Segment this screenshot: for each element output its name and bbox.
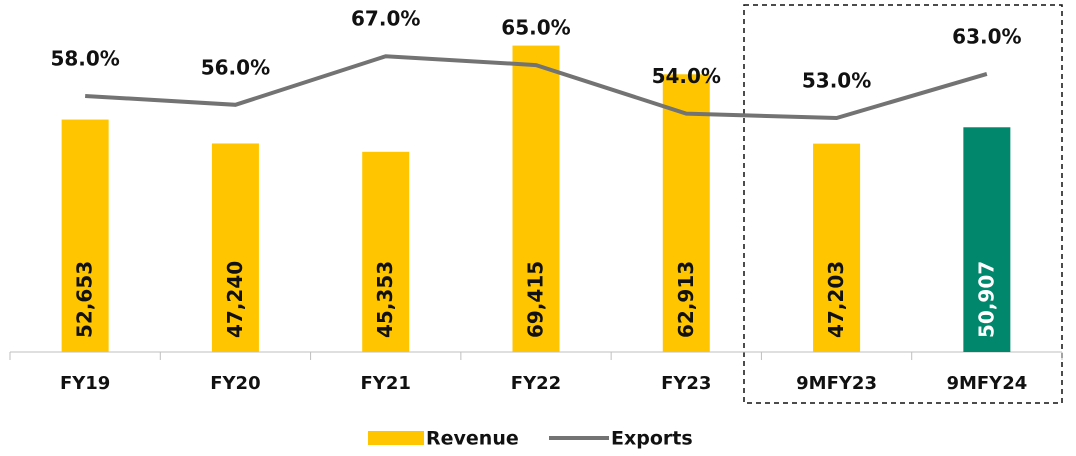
bar-value-label: 45,353 [373, 261, 397, 338]
bar-value-label: 69,415 [524, 261, 548, 338]
x-tick-label: 9MFY24 [946, 373, 1027, 394]
x-tick-label: 9MFY23 [796, 373, 877, 394]
bar [362, 151, 410, 352]
line-value-label: 53.0% [802, 69, 871, 93]
x-tick-label: FY20 [210, 373, 260, 394]
x-tick-label: FY19 [60, 373, 110, 394]
x-tick-label: FY22 [511, 373, 561, 394]
legend-label: Revenue [426, 428, 519, 450]
line-value-label: 67.0% [351, 7, 420, 31]
line-value-label: 58.0% [50, 46, 119, 70]
bar [61, 119, 109, 352]
bar [963, 127, 1011, 353]
bar [211, 143, 259, 352]
bar-value-label: 47,203 [824, 261, 848, 338]
line-value-label: 56.0% [201, 55, 270, 79]
bar-value-label: 50,907 [974, 261, 998, 338]
bar [512, 45, 560, 352]
bar-value-label: 52,653 [73, 261, 97, 338]
bar [813, 143, 861, 352]
line-value-label: 63.0% [952, 24, 1021, 48]
line-value-label: 65.0% [501, 16, 570, 40]
bar-value-label: 62,913 [674, 261, 698, 338]
legend-swatch [368, 431, 424, 445]
line [85, 54, 988, 121]
bar-value-label: 47,240 [223, 261, 247, 338]
line-value-label: 54.0% [652, 64, 721, 88]
x-tick-label: FY21 [361, 373, 411, 394]
x-tick-label: FY23 [661, 373, 711, 394]
highlight-box [743, 4, 1063, 404]
bar [662, 74, 710, 352]
legend-label: Exports [611, 428, 693, 450]
